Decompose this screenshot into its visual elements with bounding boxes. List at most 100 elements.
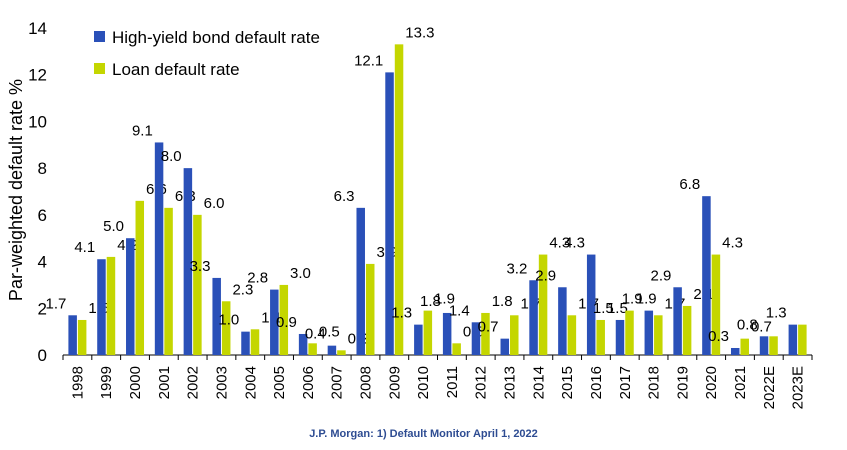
- bar-high-yield: [586, 254, 596, 355]
- data-label-loan: 1.5: [607, 300, 628, 317]
- data-label-high-yield: 4.1: [74, 239, 95, 256]
- plot-area: 024681012141.71.519984.14.219995.06.6200…: [28, 19, 813, 409]
- bar-high-yield: [644, 310, 654, 355]
- data-label-high-yield: 1.3: [766, 305, 787, 322]
- bar-high-yield: [68, 315, 77, 355]
- data-label-loan: 4.3: [549, 235, 570, 252]
- bar-loan: [682, 305, 692, 355]
- bar-high-yield: [212, 277, 221, 355]
- y-tick-label: 14: [28, 19, 47, 38]
- bar-loan: [538, 254, 548, 355]
- bar-high-yield: [298, 333, 308, 355]
- legend-swatch-loan: [94, 63, 105, 74]
- data-label-high-yield: 5.0: [103, 218, 124, 235]
- x-tick-label: 2019: [674, 366, 691, 399]
- bar-high-yield: [442, 312, 452, 355]
- y-tick-label: 0: [38, 346, 47, 365]
- data-label-high-yield: 6.3: [334, 188, 355, 205]
- bar-high-yield: [414, 324, 423, 355]
- data-label-high-yield: 1.7: [46, 295, 67, 312]
- bar-loan: [164, 207, 173, 355]
- bar-high-yield: [673, 287, 682, 355]
- x-tick-label: 2006: [300, 366, 317, 399]
- data-label-high-yield: 4.3: [564, 235, 585, 252]
- data-label-loan: 1.8: [492, 293, 513, 310]
- bar-chart: Par-weighted default rate % High-yield b…: [6, 19, 813, 409]
- data-label-loan: 0.5: [319, 323, 340, 340]
- bar-loan: [567, 315, 577, 355]
- data-label-high-yield: 1.3: [391, 305, 412, 322]
- x-tick-label: 2021: [732, 366, 749, 399]
- bar-high-yield: [385, 72, 394, 355]
- bar-loan: [279, 284, 289, 355]
- x-tick-label: 1999: [98, 366, 115, 399]
- bar-loan: [135, 200, 145, 355]
- bar-high-yield: [183, 168, 193, 355]
- data-label-loan: 13.3: [405, 24, 434, 41]
- bar-loan: [394, 44, 404, 355]
- data-label-high-yield: 2.8: [247, 270, 268, 287]
- bar-high-yield: [97, 259, 106, 355]
- y-axis-label: Par-weighted default rate %: [6, 79, 26, 301]
- data-label-high-yield: 0.8: [737, 316, 758, 333]
- bar-high-yield: [154, 142, 164, 355]
- y-tick-label: 10: [28, 112, 47, 131]
- bar-high-yield: [471, 322, 481, 355]
- bar-loan: [481, 312, 490, 355]
- x-tick-label: 2004: [242, 366, 259, 399]
- data-label-high-yield: 1.0: [218, 312, 239, 329]
- data-label-high-yield: 8.0: [161, 148, 182, 165]
- data-label-loan: 6.0: [204, 195, 225, 212]
- x-tick-label: 2016: [588, 366, 605, 399]
- data-label-loan: 1.9: [636, 291, 657, 308]
- data-label-high-yield: 1.8: [420, 293, 441, 310]
- y-tick-label: 8: [38, 159, 47, 178]
- bar-high-yield: [126, 238, 135, 355]
- x-tick-label: 2017: [617, 366, 634, 399]
- data-label-high-yield: 1.5: [593, 300, 614, 317]
- legend-swatch-high-yield: [94, 31, 105, 42]
- data-label-high-yield: 0.4: [305, 326, 326, 343]
- bar-loan: [798, 324, 807, 355]
- x-tick-label: 2007: [329, 366, 346, 399]
- bar-high-yield: [270, 289, 279, 355]
- bar-loan: [711, 254, 721, 355]
- data-label-high-yield: 6.8: [679, 176, 700, 193]
- legend-label-high-yield: High-yield bond default rate: [112, 28, 320, 47]
- bar-loan: [250, 329, 260, 355]
- bar-high-yield: [788, 324, 798, 355]
- x-tick-label: 2002: [185, 366, 202, 399]
- bar-high-yield: [702, 196, 711, 355]
- data-label-high-yield: 1.4: [449, 302, 470, 319]
- legend: High-yield bond default rate Loan defaul…: [94, 28, 320, 79]
- x-tick-label: 2022E: [761, 366, 778, 409]
- bar-high-yield: [327, 345, 337, 355]
- bar-loan: [221, 301, 231, 355]
- bar-high-yield: [241, 331, 250, 355]
- bar-loan: [365, 263, 375, 355]
- x-tick-label: 2020: [703, 366, 720, 399]
- bar-loan: [740, 338, 749, 355]
- x-tick-label: 2014: [530, 366, 547, 399]
- source-note: J.P. Morgan: 1) Default Monitor April 1,…: [309, 428, 538, 440]
- legend-label-loan: Loan default rate: [112, 60, 240, 79]
- bar-loan: [337, 350, 346, 355]
- x-tick-label: 2011: [444, 366, 461, 398]
- bar-loan: [77, 319, 87, 355]
- x-tick-label: 2013: [502, 366, 519, 399]
- data-label-high-yield: 2.9: [651, 267, 672, 284]
- data-label-high-yield: 9.1: [132, 122, 153, 139]
- x-tick-label: 2010: [415, 366, 432, 399]
- y-tick-label: 4: [38, 253, 47, 272]
- bar-high-yield: [730, 347, 740, 355]
- y-tick-label: 12: [28, 66, 47, 85]
- x-tick-label: 2001: [156, 366, 173, 399]
- bar-loan: [596, 319, 605, 355]
- bar-high-yield: [500, 338, 510, 355]
- x-tick-label: 2005: [271, 366, 288, 399]
- y-tick-label: 2: [38, 299, 47, 318]
- data-label-high-yield: 3.3: [190, 258, 211, 275]
- data-label-high-yield: 12.1: [354, 52, 383, 69]
- x-tick-label: 2018: [646, 366, 663, 399]
- x-tick-label: 2015: [559, 366, 576, 399]
